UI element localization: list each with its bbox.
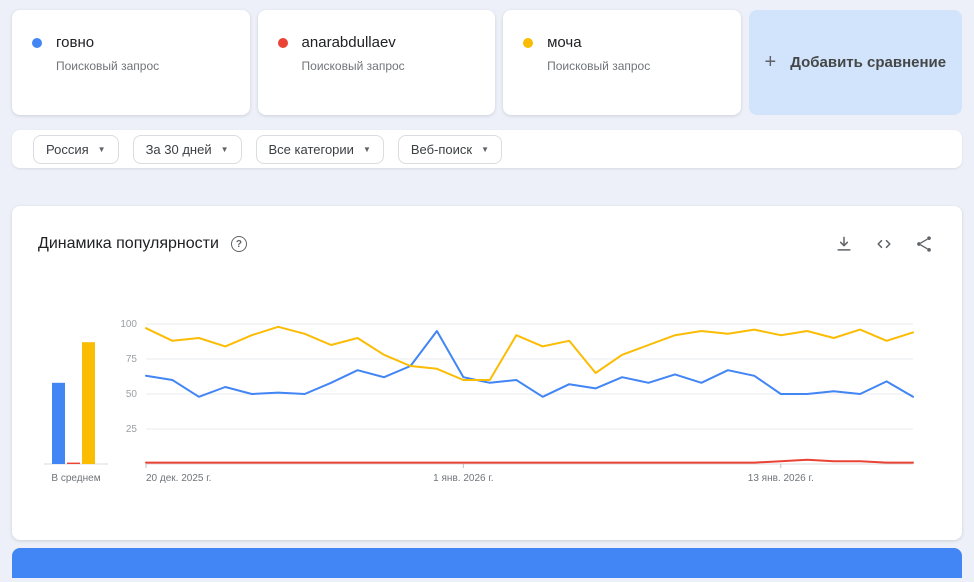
term-card-3[interactable]: моча Поисковый запрос xyxy=(503,10,741,115)
term-card-1[interactable]: говно Поисковый запрос xyxy=(12,10,250,115)
trend-line-chart: 25 50 75 100 20 дек. 2025 г. 1 янв. 2026 г. 13… xyxy=(44,319,914,484)
term-label: anarabdullaev xyxy=(301,34,396,51)
term-card-2[interactable]: anarabdullaev Поисковый запрос xyxy=(257,10,496,115)
svg-text:100: 100 xyxy=(120,319,137,330)
svg-text:75: 75 xyxy=(126,354,138,365)
svg-text:25: 25 xyxy=(126,424,138,435)
panel-title: Динамика популярности xyxy=(38,235,219,252)
comparison-terms-row: говно Поисковый запрос anarabdullaev Пои… xyxy=(12,10,962,115)
series-color-dot xyxy=(277,37,288,48)
download-button[interactable] xyxy=(832,232,856,256)
filter-region-label: Россия xyxy=(46,141,89,157)
next-panel-header[interactable] xyxy=(12,548,962,578)
filter-category-label: Все категории xyxy=(268,141,354,157)
svg-text:20 дек. 2025 г.: 20 дек. 2025 г. xyxy=(146,473,211,484)
term-type: Поисковый запрос xyxy=(547,59,651,73)
share-button[interactable] xyxy=(912,232,936,256)
series-color-dot xyxy=(32,37,42,48)
filter-searchtype-dropdown[interactable]: Веб-поиск ▼ xyxy=(397,134,503,164)
chevron-down-icon: ▼ xyxy=(220,144,229,154)
filter-category-dropdown[interactable]: Все категории ▼ xyxy=(255,134,384,164)
filter-timerange-label: За 30 дней xyxy=(145,141,212,157)
term-type: Поисковый запрос xyxy=(56,59,160,73)
filter-searchtype-label: Веб-поиск xyxy=(410,141,473,157)
svg-text:В среднем: В среднем xyxy=(51,473,100,484)
term-label: моча xyxy=(547,34,582,51)
chevron-down-icon: ▼ xyxy=(481,144,490,154)
filter-timerange-dropdown[interactable]: За 30 дней ▼ xyxy=(132,134,242,164)
term-label: говно xyxy=(56,34,95,51)
add-comparison-button[interactable]: + Добавить сравнение xyxy=(748,10,962,115)
svg-text:50: 50 xyxy=(126,389,138,400)
embed-code-icon xyxy=(877,239,891,249)
embed-button[interactable] xyxy=(872,232,896,256)
download-icon xyxy=(837,236,851,251)
chevron-down-icon: ▼ xyxy=(97,144,106,154)
plus-icon: + xyxy=(764,51,777,73)
term-type: Поисковый запрос xyxy=(301,59,405,73)
add-comparison-label: Добавить сравнение xyxy=(790,54,947,71)
share-icon xyxy=(917,236,931,252)
svg-text:1 янв. 2026 г.: 1 янв. 2026 г. xyxy=(433,473,493,484)
filter-region-dropdown[interactable]: Россия ▼ xyxy=(33,134,119,164)
svg-text:13 янв. 2026 г.: 13 янв. 2026 г. xyxy=(748,473,814,484)
chevron-down-icon: ▼ xyxy=(362,144,371,154)
series-color-dot xyxy=(523,37,534,48)
help-icon[interactable]: ? xyxy=(230,236,247,252)
filter-bar: Россия ▼ За 30 дней ▼ Все категории ▼ Ве… xyxy=(12,130,962,168)
interest-over-time-panel: Динамика популярности ? xyxy=(12,206,962,540)
